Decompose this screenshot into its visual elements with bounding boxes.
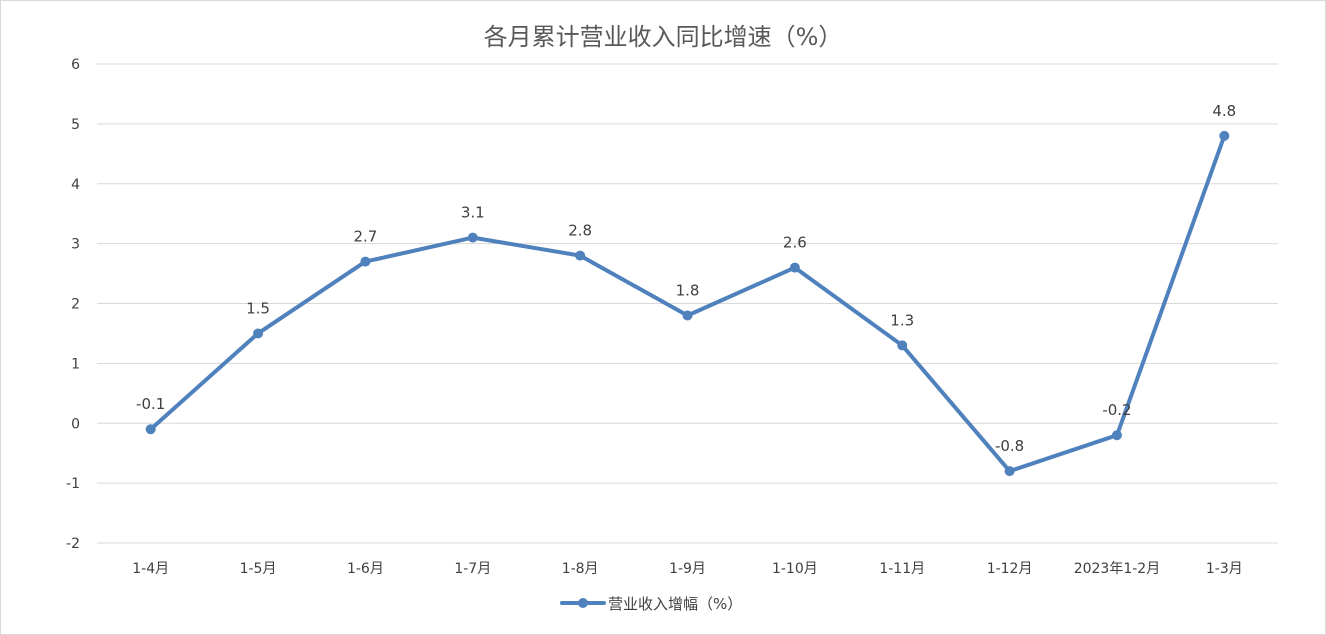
data-point [1004,466,1015,477]
x-tick-label: 1-7月 [454,561,491,577]
data-point [145,424,156,435]
data-label: 2.8 [568,222,592,240]
x-tick-label: 2023年1-2月 [1074,561,1161,577]
data-label: -0.2 [1102,401,1131,419]
data-point [682,310,693,321]
x-tick-label: 1-8月 [562,561,599,577]
y-tick-label: 0 [71,416,80,432]
x-axis-ticks: 1-4月 1-5月 1-6月 1-7月 1-8月 1-9月 1-10月 1-11月 1-12月 2… [132,561,1243,577]
data-label: 1.5 [246,299,270,317]
data-label: 4.8 [1212,102,1236,120]
data-point [1111,430,1122,441]
data-label: 3.1 [461,204,485,222]
legend-point-marker [578,598,588,608]
y-axis-ticks: -2 -1 0 1 2 3 4 5 6 [66,57,80,552]
gridlines [97,63,1278,544]
data-label: -0.1 [136,395,165,413]
data-label: 1.8 [676,281,700,299]
y-tick-label: 6 [71,57,80,73]
data-labels: -0.1 1.5 2.7 3.1 2.8 1.8 2.6 1.3 -0.8 -0.2 4.8 [136,102,1236,455]
data-point [467,232,478,243]
legend: 营业收入增幅（%） [560,595,742,613]
x-tick-label: 1-9月 [669,561,706,577]
chart-title: 各月累计营业收入同比增速（%） [484,23,843,51]
data-label: -0.8 [995,437,1024,455]
data-label: 2.6 [783,234,807,252]
x-tick-label: 1-4月 [132,561,169,577]
legend-entry-label: 营业收入增幅（%） [608,595,742,613]
x-tick-label: 1-5月 [240,561,277,577]
data-point [575,250,586,261]
y-tick-label: 4 [71,177,80,193]
x-tick-label: 1-3月 [1206,561,1243,577]
y-tick-label: -2 [66,536,80,552]
y-tick-label: 1 [71,356,80,372]
x-tick-label: 1-10月 [772,561,818,577]
data-point [360,256,371,267]
data-point [253,328,264,339]
y-tick-label: -1 [66,476,80,492]
series-layer [145,130,1230,477]
y-tick-label: 2 [71,297,80,313]
x-tick-label: 1-6月 [347,561,384,577]
data-point [1219,130,1230,141]
data-point [789,262,800,273]
data-label: 2.7 [353,228,377,246]
y-tick-label: 5 [71,117,80,133]
y-tick-label: 3 [71,237,80,253]
data-point [897,340,908,351]
x-tick-label: 1-11月 [879,561,925,577]
x-tick-label: 1-12月 [987,561,1033,577]
data-label: 1.3 [890,311,914,329]
